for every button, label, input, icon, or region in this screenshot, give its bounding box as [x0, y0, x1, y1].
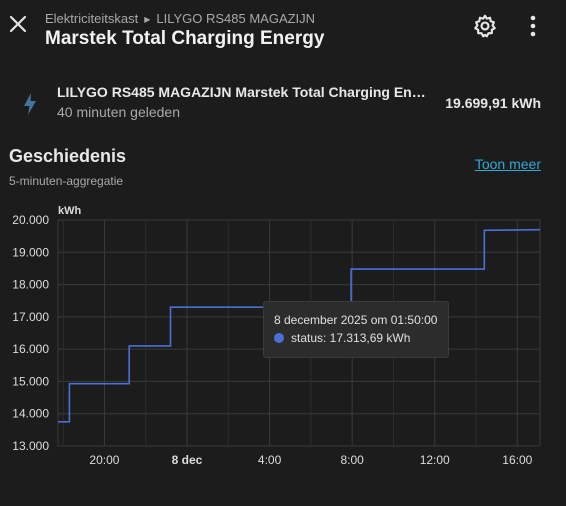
x-tick-label: 12:00 [420, 453, 450, 467]
entity-row[interactable]: LILYGO RS485 MAGAZIJN Marstek Total Char… [0, 76, 566, 130]
y-axis-unit: kWh [58, 205, 82, 217]
y-tick-label: 16.000 [12, 342, 49, 356]
flash-icon [24, 93, 36, 115]
more-vertical-icon[interactable] [521, 13, 545, 39]
entity-last-changed: 40 minuten geleden [57, 104, 180, 120]
series-line-status [58, 228, 541, 423]
chart-tooltip: 8 december 2025 om 01:50:00 status: 17.3… [263, 301, 449, 358]
y-tick-label: 15.000 [12, 374, 49, 388]
y-tick-label: 19.000 [12, 245, 49, 259]
y-tick-label: 20.000 [12, 213, 49, 227]
show-more-link[interactable]: Toon meer [474, 156, 541, 172]
entity-name: LILYGO RS485 MAGAZIJN Marstek Total Char… [57, 84, 429, 100]
y-tick-label: 13.000 [12, 439, 49, 453]
y-tick-label: 14.000 [12, 407, 49, 421]
x-tick-label: 16:00 [502, 453, 532, 467]
x-axis-ticks: 20:00 8 dec 4:00 8:00 12:00 16:00 [89, 453, 532, 467]
y-tick-label: 17.000 [12, 310, 49, 324]
gear-icon[interactable] [472, 13, 498, 39]
history-subtitle: 5-minuten-aggregatie [9, 174, 124, 188]
chevron-right-icon: ▶ [144, 15, 151, 24]
breadcrumb: Elektriciteitskast ▶ LILYGO RS485 MAGAZIJN [45, 11, 315, 26]
y-tick-label: 18.000 [12, 278, 49, 292]
x-tick-label: 20:00 [89, 453, 119, 467]
x-tick-label: 4:00 [258, 453, 282, 467]
history-title: Geschiedenis [9, 146, 127, 166]
x-tick-label: 8 dec [172, 453, 203, 467]
breadcrumb-device[interactable]: LILYGO RS485 MAGAZIJN [156, 11, 316, 26]
y-axis-ticks: 20.000 19.000 18.000 17.000 16.000 15.000 14.0… [12, 213, 49, 453]
x-tick-label: 8:00 [340, 453, 364, 467]
entity-state-value: 19.699,91 kWh [445, 95, 541, 111]
close-icon[interactable] [6, 12, 30, 36]
page-title: Marstek Total Charging Energy [45, 28, 325, 49]
tooltip-value: status: 17.313,69 kWh [291, 331, 411, 345]
breadcrumb-area[interactable]: Elektriciteitskast [45, 11, 139, 26]
tooltip-date: 8 december 2025 om 01:50:00 [274, 313, 438, 327]
series-color-dot [274, 333, 284, 343]
dialog-header: Elektriciteitskast ▶ LILYGO RS485 MAGAZIJN… [0, 0, 566, 56]
chart-series [58, 228, 541, 423]
